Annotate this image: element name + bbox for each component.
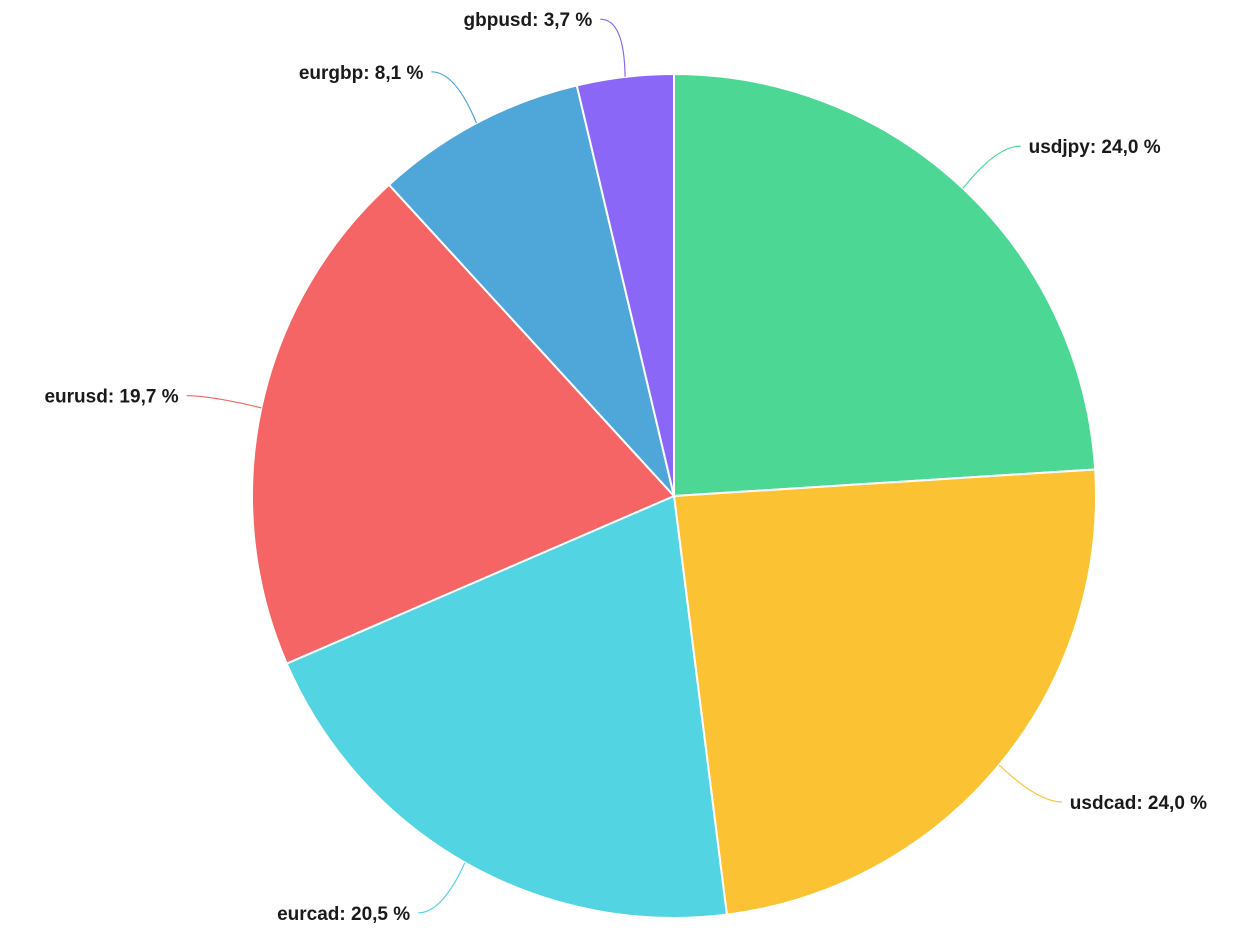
slice-label-eurgbp: eurgbp: 8,1 %	[299, 63, 424, 84]
slice-label-gbpusd: gbpusd: 3,7 %	[464, 10, 593, 31]
slice-label-eurusd: eurusd: 19,7 %	[44, 387, 178, 408]
slice-label-usdcad: usdcad: 24,0 %	[1070, 793, 1207, 814]
leader-line-eurgbp	[431, 71, 478, 124]
slice-label-eurcad: eurcad: 20,5 %	[277, 904, 410, 925]
pie-slice-eurgbp	[388, 84, 675, 497]
leader-line-usdjpy	[962, 145, 1021, 189]
leader-line-usdcad	[998, 764, 1062, 803]
leader-lines	[186, 18, 1062, 914]
leader-line-eurusd	[186, 395, 262, 409]
pie-slice-eurcad	[285, 495, 728, 919]
slice-label-usdjpy: usdjpy: 24,0 %	[1029, 137, 1161, 158]
pie-slice-usdcad	[673, 468, 1097, 916]
slice-labels: usdjpy: 24,0 % usdcad: 24,0 % eurcad: 20,5…	[44, 10, 1207, 925]
leader-line-eurcad	[418, 862, 466, 914]
leader-line-gbpusd	[600, 18, 626, 77]
pie-slice-gbpusd	[575, 73, 675, 497]
pie-slices	[251, 73, 1097, 919]
pie-slice-eurusd	[251, 183, 675, 665]
